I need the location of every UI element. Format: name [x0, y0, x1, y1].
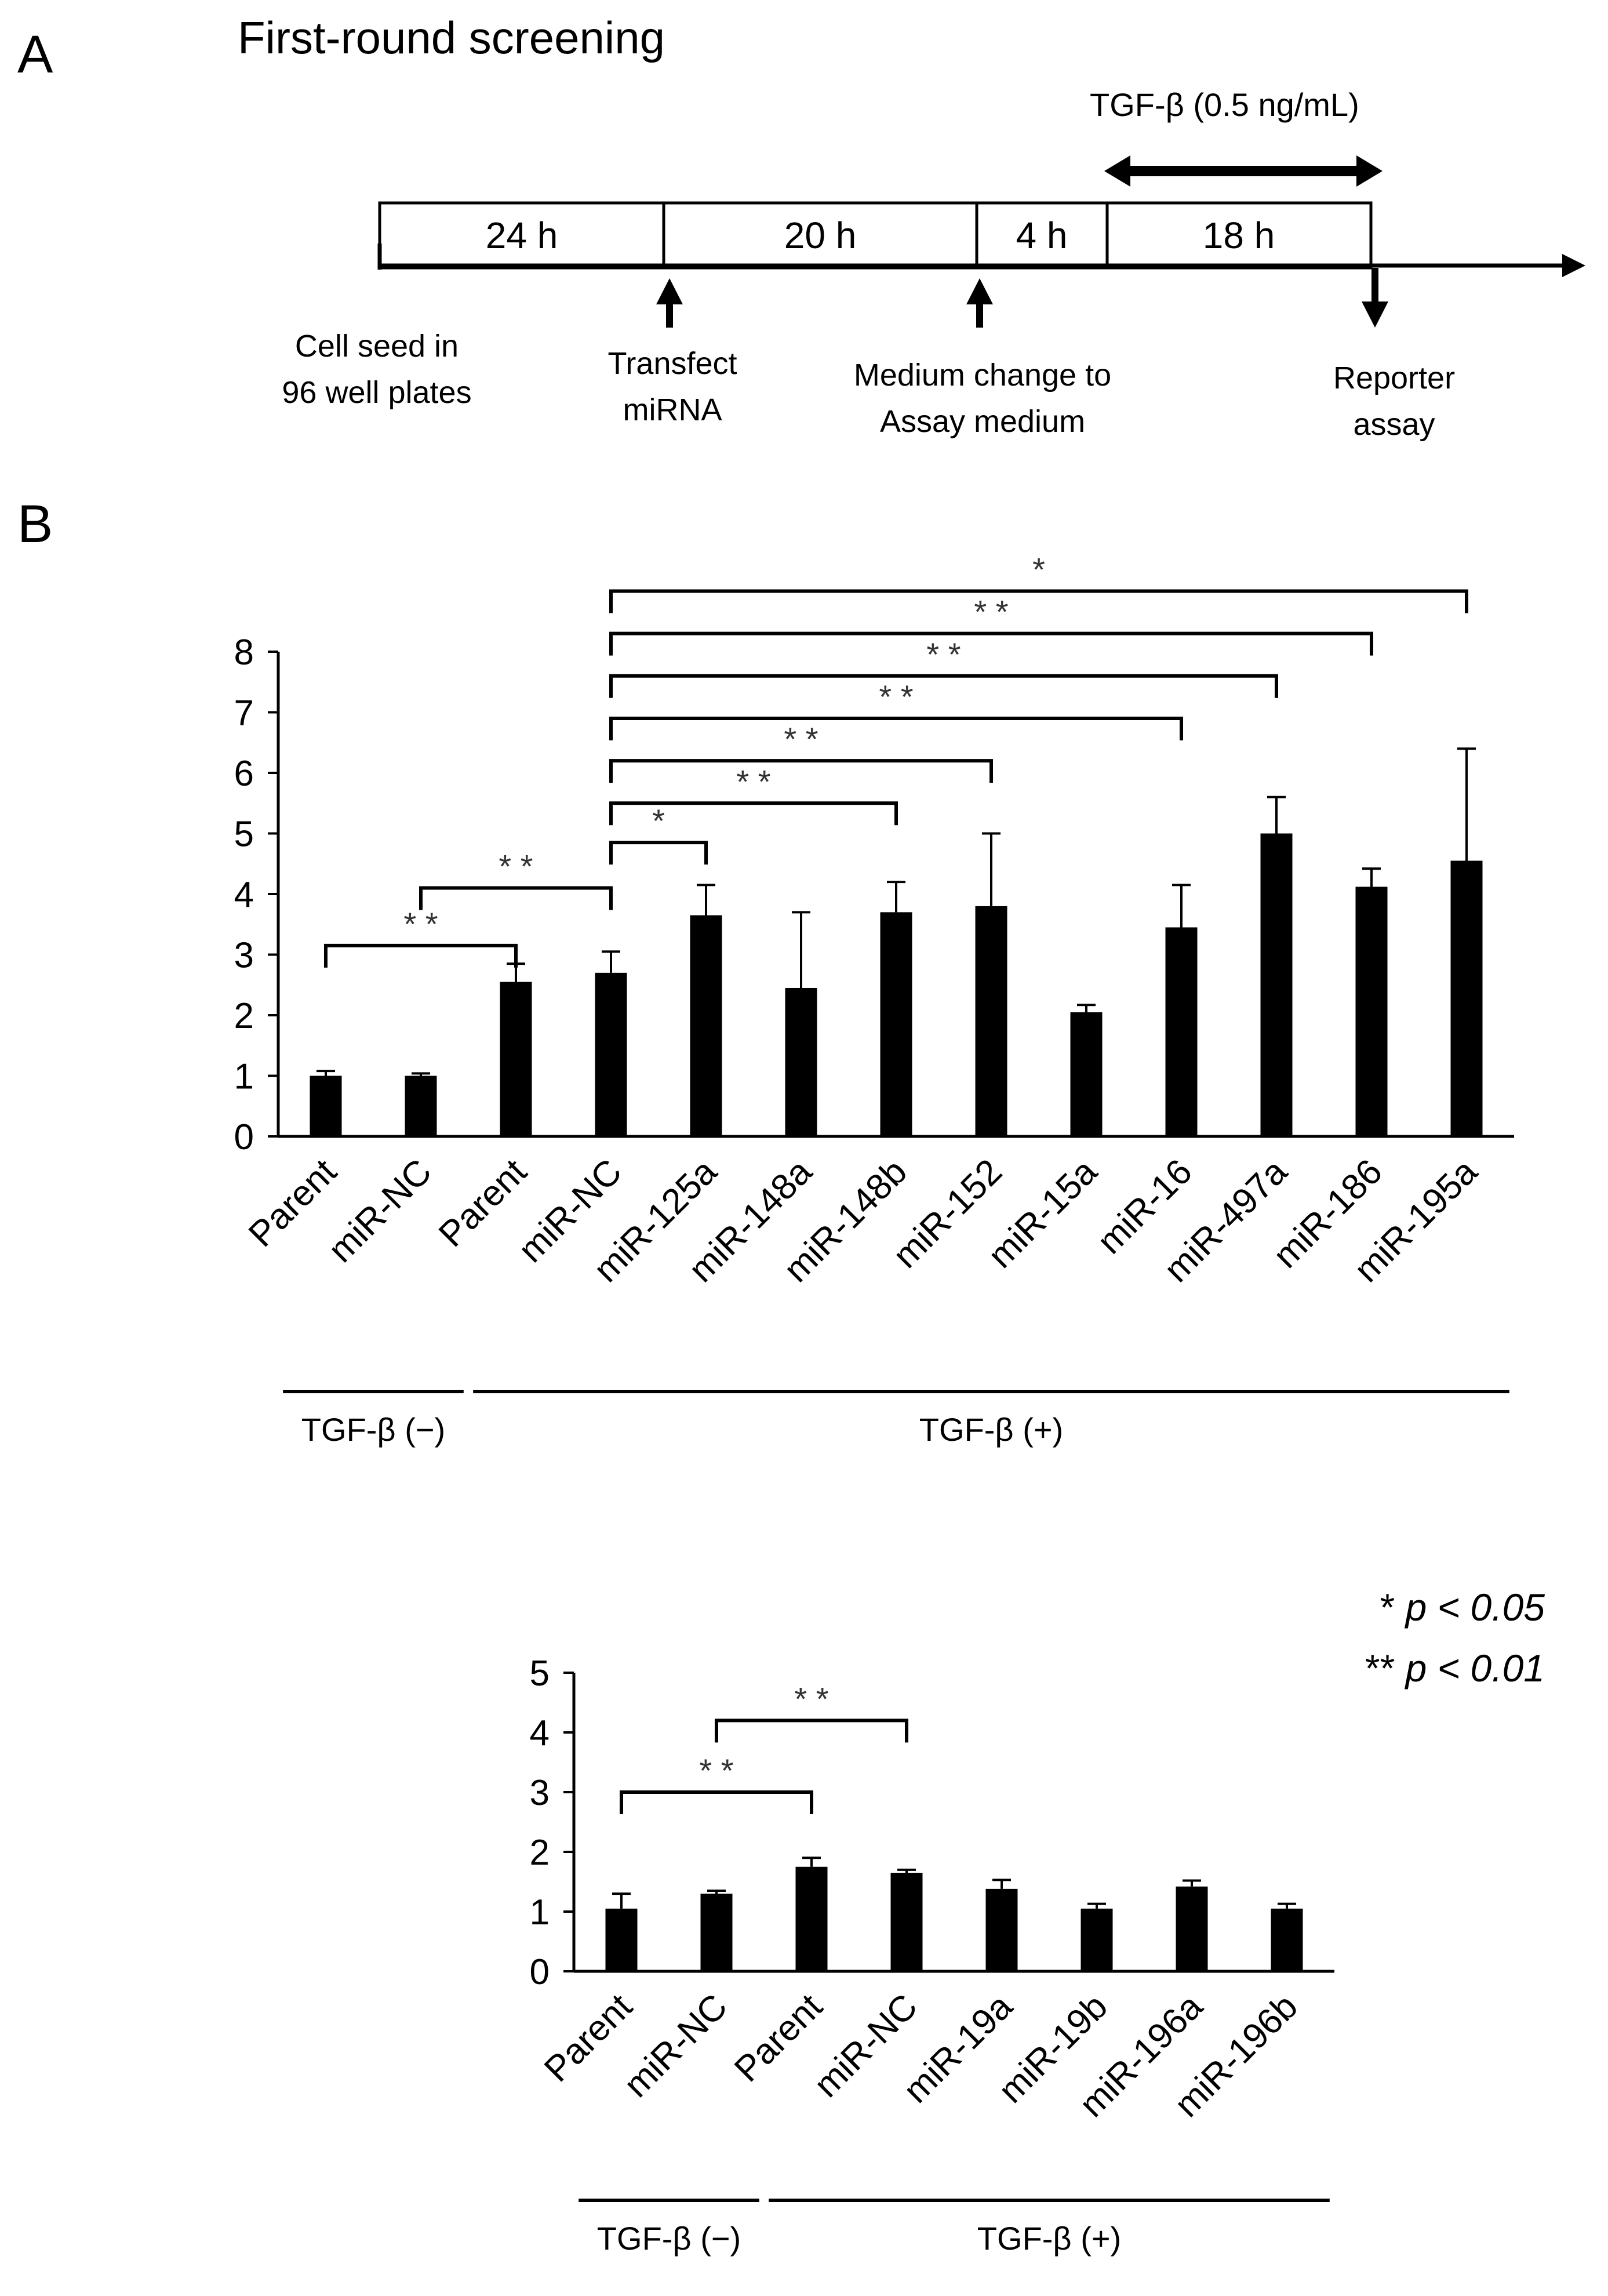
step-label: assay	[1353, 407, 1435, 442]
y-tick-label: 2	[530, 1833, 550, 1873]
step-label: Assay medium	[880, 404, 1085, 439]
significance-stars: * *	[784, 721, 818, 757]
y-tick-label: 3	[530, 1773, 550, 1813]
step-label: 96 well plates	[282, 375, 471, 410]
significance-bracket	[324, 943, 518, 968]
bar	[690, 915, 722, 1136]
step-arrow-transfect	[656, 278, 683, 328]
bar	[985, 1888, 1018, 1971]
significance-stars: *	[652, 802, 665, 839]
panel-a-letter: A	[17, 25, 53, 84]
bar	[700, 1894, 733, 1971]
group-label: TGF-β (−)	[597, 2220, 741, 2257]
group-label: TGF-β (−)	[301, 1411, 445, 1448]
bar	[605, 1908, 638, 1971]
treatment-arrow	[1104, 155, 1383, 187]
y-tick-label: 6	[234, 754, 254, 794]
significance-stars: * *	[794, 1680, 828, 1717]
significance-stars: * *	[403, 906, 438, 942]
bar	[1070, 1012, 1103, 1136]
group-label: TGF-β (+)	[919, 1411, 1063, 1448]
significance-bracket	[609, 589, 1468, 613]
chart-second-group: 012345ParentmiR-NCParentmiR-NCmiR-19amiR…	[530, 1654, 1334, 2257]
segment-box-20h	[662, 201, 978, 270]
bar	[405, 1076, 437, 1136]
y-tick-label: 0	[530, 1952, 550, 1992]
bar	[310, 1076, 342, 1136]
category-label: miR-NC	[321, 1151, 439, 1270]
y-tick-label: 3	[234, 936, 254, 976]
significance-stars: * *	[736, 763, 770, 800]
group-label: TGF-β (+)	[977, 2220, 1121, 2257]
significance-bracket	[609, 674, 1278, 698]
panel-b-letter: B	[17, 495, 53, 554]
bar	[880, 912, 912, 1136]
step-label: miRNA	[623, 393, 722, 427]
y-tick-label: 2	[234, 996, 254, 1036]
y-tick-label: 0	[234, 1117, 254, 1157]
segment-label: 20 h	[784, 215, 857, 256]
step-label: Reporter	[1333, 361, 1455, 395]
bar	[500, 982, 532, 1136]
bar	[1355, 887, 1388, 1136]
significance-stars: * *	[699, 1752, 733, 1789]
significance-bracket	[609, 841, 708, 865]
legend-two-star: ** p < 0.01	[1365, 1647, 1545, 1690]
panel-a: A First-round screening TGF-β (0.5 ng/mL…	[17, 12, 1585, 442]
segment-box-4h	[975, 201, 1109, 270]
bar	[890, 1873, 923, 1971]
y-tick-label: 7	[234, 693, 254, 733]
bar	[1165, 927, 1198, 1136]
y-tick-label: 5	[234, 815, 254, 855]
category-label: miR-NC	[616, 1986, 735, 2105]
bar	[795, 1866, 828, 1971]
panel-b: B	[17, 495, 53, 554]
treatment-label: TGF-β (0.5 ng/mL)	[1090, 86, 1359, 123]
legend-one-star: * p < 0.05	[1380, 1586, 1545, 1629]
y-tick-label: 8	[234, 633, 254, 673]
timeline-boxes: 24 h 20 h 4 h 18 h	[378, 201, 1373, 270]
bar	[1450, 860, 1483, 1136]
significance-stars: * *	[499, 848, 533, 885]
bar	[1271, 1908, 1303, 1971]
significance-stars: *	[1032, 551, 1045, 588]
y-tick-label: 4	[234, 875, 254, 915]
significance-bracket	[620, 1790, 813, 1814]
significance-stars: * *	[926, 636, 961, 673]
segment-box-18h	[1105, 201, 1373, 270]
step-label: Transfect	[607, 346, 737, 381]
bar	[1260, 833, 1293, 1136]
step-labels: Cell seed in 96 well plates Transfect mi…	[282, 329, 1455, 442]
timeline-axis	[377, 244, 1585, 277]
y-tick-label: 1	[530, 1892, 550, 1932]
step-label: Medium change to	[854, 358, 1111, 393]
significance-bracket	[609, 759, 993, 783]
bar	[1081, 1908, 1113, 1971]
bar	[785, 987, 817, 1136]
segment-label: 24 h	[486, 215, 558, 256]
significance-legend: * p < 0.05 ** p < 0.01	[1365, 1586, 1545, 1690]
y-tick-label: 5	[530, 1654, 550, 1694]
step-label: Cell seed in	[295, 329, 459, 364]
bar	[1176, 1886, 1208, 1971]
y-tick-label: 4	[530, 1713, 550, 1753]
segment-label: 4 h	[1016, 215, 1068, 256]
significance-stars: * *	[974, 594, 1008, 630]
segment-label: 18 h	[1203, 215, 1275, 256]
chart-first-round: 012345678ParentmiR-NCParentmiR-NCmiR-125…	[234, 551, 1514, 1448]
significance-bracket	[609, 801, 898, 826]
bar	[975, 906, 1007, 1136]
significance-stars: * *	[879, 678, 913, 715]
significance-bracket	[609, 631, 1373, 656]
bar	[595, 972, 627, 1136]
significance-bracket	[609, 716, 1183, 740]
significance-bracket	[419, 886, 613, 910]
significance-bracket	[715, 1719, 908, 1743]
step-arrow-medium-change	[966, 278, 993, 328]
panel-a-title: First-round screening	[238, 12, 665, 63]
step-arrow-reporter	[1362, 268, 1388, 328]
y-tick-label: 1	[234, 1057, 254, 1097]
